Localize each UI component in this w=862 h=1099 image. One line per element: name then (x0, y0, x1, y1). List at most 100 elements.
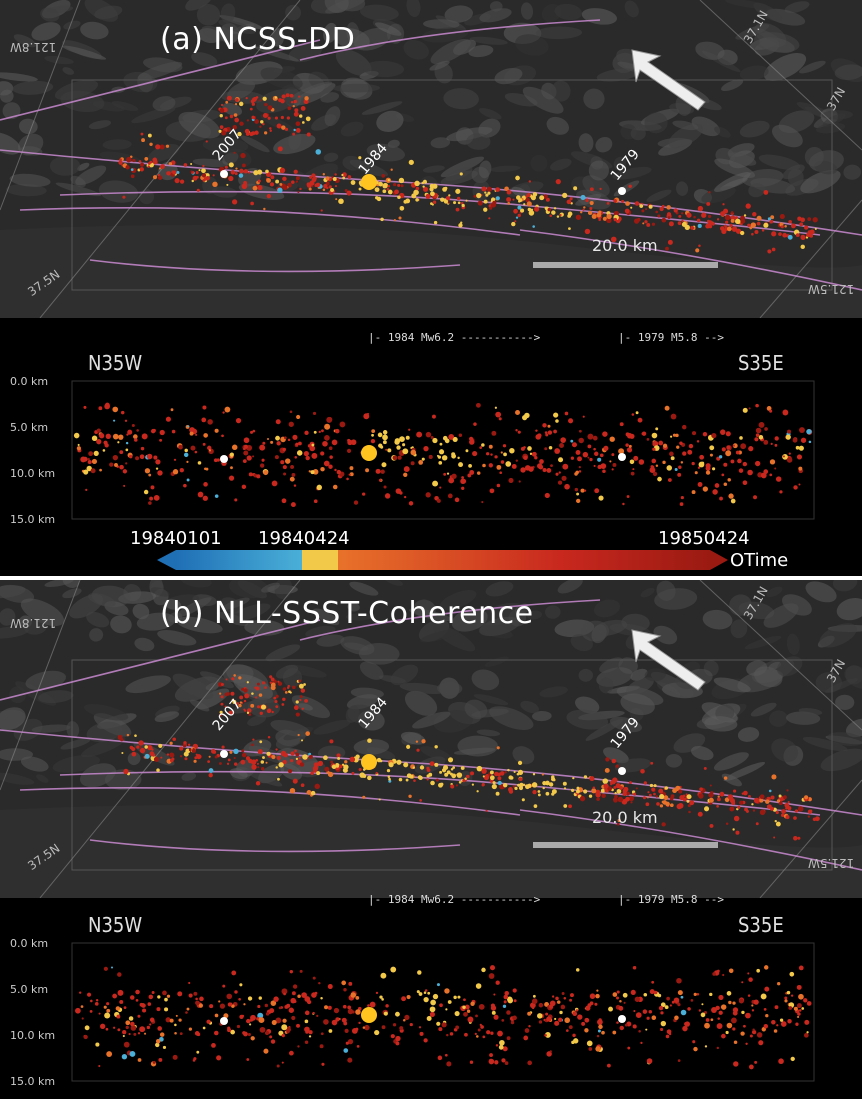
hypocenter-dot (587, 444, 592, 449)
terrain-ridge (227, 80, 256, 101)
hypocenter-dot (523, 455, 528, 460)
hypocenter-dot (665, 1034, 670, 1039)
hypocenter-dot (409, 1022, 413, 1027)
hypocenter-dot (264, 102, 268, 107)
hypocenter-dot (571, 1040, 575, 1045)
terrain-ridge (2, 102, 21, 120)
hypocenter-dot (673, 997, 680, 1003)
hypocenter-dot (455, 207, 460, 212)
hypocenter-dot (246, 455, 252, 461)
hypocenter-dot (453, 995, 457, 1000)
hypocenter-dot (517, 213, 521, 218)
hypocenter-dot (323, 1019, 329, 1025)
hypocenter-dot (293, 999, 297, 1003)
hypocenter-dot (503, 994, 509, 1000)
hypocenter-dot (130, 1021, 135, 1027)
hypocenter-dot (793, 485, 798, 490)
hypocenter-dot (525, 195, 528, 198)
hypocenter-dot (119, 158, 122, 162)
hypocenter-dot (224, 406, 231, 413)
hypocenter-dot (809, 234, 814, 238)
map-b-canvas (0, 580, 862, 898)
hypocenter-dot (384, 493, 391, 499)
hypocenter-dot (725, 822, 729, 826)
hypocenter-dot (720, 1004, 727, 1010)
hypocenter-dot (621, 199, 625, 203)
hypocenter-dot (504, 186, 509, 192)
terrain-ridge (714, 172, 751, 193)
colorbar-title: OTime (730, 550, 789, 571)
hypocenter-dot (562, 781, 567, 786)
hypocenter-dot (410, 446, 413, 449)
hypocenter-dot (193, 759, 197, 763)
terrain-ridge (0, 772, 35, 785)
hypocenter-dot (297, 733, 300, 737)
hypocenter-dot (751, 1009, 755, 1012)
hypocenter-dot (613, 785, 617, 790)
hypocenter-dot (778, 1058, 784, 1065)
hypocenter-dot (679, 441, 683, 446)
terrain-ridge (178, 111, 221, 139)
hypocenter-dot (124, 419, 128, 422)
hypocenter-dot (275, 766, 278, 769)
colorbar-red-segment (338, 550, 710, 570)
depth-tick-10-a: 10.0 km (10, 467, 56, 480)
hypocenter-dot (149, 142, 153, 146)
terrain-ridge (6, 183, 47, 197)
terrain-ridge (55, 182, 102, 197)
hypocenter-dot (599, 187, 602, 191)
hypocenter-dot (347, 175, 352, 179)
hypocenter-dot (612, 1030, 617, 1035)
terrain-ridge (240, 135, 270, 153)
hypocenter-dot (628, 781, 632, 785)
hypocenter-dot (335, 198, 338, 201)
hypocenter-dot (264, 686, 267, 689)
hypocenter-dot (606, 217, 612, 224)
hypocenter-dot (489, 488, 495, 494)
hypocenter-dot (296, 450, 303, 456)
hypocenter-dot (712, 467, 716, 471)
hypocenter-dot (715, 1005, 720, 1011)
hypocenter-dot (740, 1031, 745, 1036)
hypocenter-dot (116, 1014, 121, 1019)
hypocenter-dot (697, 482, 703, 487)
hypocenter-dot (378, 798, 381, 801)
hypocenter-dot (306, 183, 312, 188)
hypocenter-dot (362, 795, 366, 799)
hypocenter-dot (655, 427, 659, 431)
hypocenter-dot (580, 211, 583, 214)
hypocenter-dot (399, 491, 403, 495)
terrain-ridge (366, 143, 406, 162)
hypocenter-dot (653, 990, 658, 995)
hypocenter-dot (157, 470, 163, 476)
hypocenter-dot (207, 760, 211, 764)
terrain-ridge (349, 581, 379, 596)
hypocenter-dot (563, 787, 567, 790)
terrain-ridge (805, 581, 837, 603)
hypocenter-dot (655, 210, 659, 214)
hypocenter-dot (287, 182, 292, 188)
hypocenter-dot (243, 169, 248, 174)
hypocenter-dot (250, 1036, 255, 1041)
hypocenter-dot (305, 116, 311, 122)
hypocenter-dot (759, 798, 764, 803)
terrain-ridge (730, 619, 748, 639)
hypocenter-dot (698, 793, 704, 799)
hypocenter-dot (172, 737, 176, 742)
hypocenter-dot (502, 1004, 507, 1008)
hypocenter-dot (778, 232, 782, 236)
terrain-ridge (598, 677, 614, 694)
hypocenter-dot (578, 466, 581, 469)
hypocenter-dot (125, 1020, 131, 1026)
terrain-ridge (191, 52, 218, 67)
hypocenter-dot (220, 103, 224, 107)
hypocenter-dot (362, 768, 366, 771)
hypocenter-dot (560, 1004, 566, 1010)
hypocenter-dot (378, 181, 383, 187)
hypocenter-dot (147, 133, 152, 138)
hypocenter-dot (226, 183, 229, 186)
terrain-ridge (735, 24, 770, 40)
hypocenter-dot (584, 1017, 590, 1023)
terrain-ridge (220, 3, 236, 24)
mainshock-marker-1984 (361, 754, 377, 770)
